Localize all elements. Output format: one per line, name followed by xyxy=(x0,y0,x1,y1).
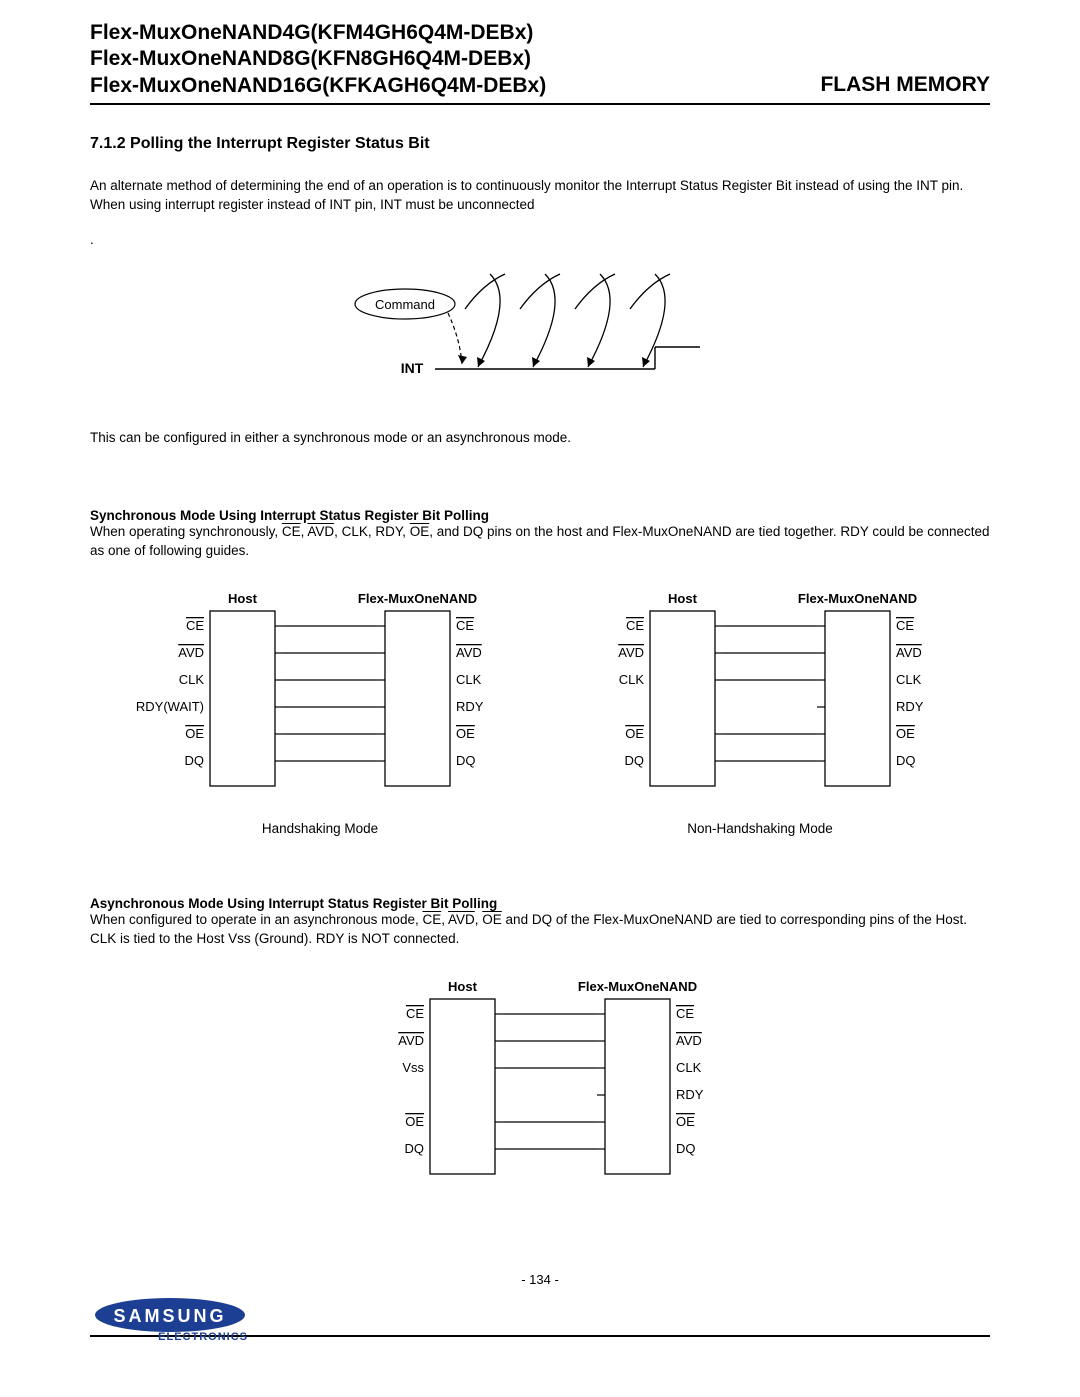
async-text: When configured to operate in an asynchr… xyxy=(90,911,990,949)
svg-text:OE: OE xyxy=(456,726,475,741)
svg-text:OE: OE xyxy=(185,726,204,741)
sync-oe: OE xyxy=(410,524,430,539)
after-diagram-text: This can be configured in either a synch… xyxy=(90,429,990,448)
handshaking-block: Host Flex-MuxOneNAND CE AVD CLK RDY(WAIT) OE DQ… xyxy=(130,591,510,836)
svg-text:RDY(WAIT): RDY(WAIT) xyxy=(136,699,204,714)
product-line-1: Flex-MuxOneNAND4G(KFM4GH6Q4M-DEBx) xyxy=(90,20,546,46)
sync-title: Synchronous Mode Using Interrupt Status … xyxy=(90,508,990,523)
samsung-logo: SAMSUNG ELECTRONICS xyxy=(90,1297,260,1347)
product-titles: Flex-MuxOneNAND4G(KFM4GH6Q4M-DEBx) Flex-… xyxy=(90,20,546,99)
svg-text:Flex-MuxOneNAND: Flex-MuxOneNAND xyxy=(358,591,477,606)
svg-text:CE: CE xyxy=(676,1006,694,1021)
svg-text:Host: Host xyxy=(448,979,478,994)
section-heading: Polling the Interrupt Register Status Bi… xyxy=(130,135,430,152)
logo-sub-text: ELECTRONICS xyxy=(158,1331,248,1342)
svg-text:CLK: CLK xyxy=(619,672,645,687)
svg-text:AVD: AVD xyxy=(178,645,204,660)
non-handshaking-caption: Non-Handshaking Mode xyxy=(687,821,833,836)
svg-text:Host: Host xyxy=(228,591,258,606)
async-block: Host Flex-MuxOneNAND CE AVD Vss OE DQ CE AVD CLK R… xyxy=(350,979,730,1189)
stray-period: . xyxy=(90,231,990,250)
sync-ce: CE xyxy=(282,524,301,539)
svg-text:DQ: DQ xyxy=(896,753,916,768)
int-label: INT xyxy=(401,360,424,376)
svg-text:AVD: AVD xyxy=(618,645,644,660)
svg-text:CE: CE xyxy=(406,1006,424,1021)
svg-text:CLK: CLK xyxy=(456,672,482,687)
svg-text:DQ: DQ xyxy=(405,1141,425,1156)
sync-text-mid: , CLK, RDY, xyxy=(334,524,410,539)
svg-text:Flex-MuxOneNAND: Flex-MuxOneNAND xyxy=(578,979,697,994)
handshaking-caption: Handshaking Mode xyxy=(262,821,378,836)
page-header: Flex-MuxOneNAND4G(KFM4GH6Q4M-DEBx) Flex-… xyxy=(90,20,990,105)
svg-text:OE: OE xyxy=(676,1114,695,1129)
async-diagram: Host Flex-MuxOneNAND CE AVD Vss OE DQ CE AVD CLK R… xyxy=(350,979,730,1189)
async-connection-diagram-wrap: Host Flex-MuxOneNAND CE AVD Vss OE DQ CE AVD CLK R… xyxy=(90,979,990,1189)
page-number: - 134 - xyxy=(90,1272,990,1287)
sync-avd: AVD xyxy=(307,524,334,539)
svg-text:AVD: AVD xyxy=(896,645,922,660)
category-label: FLASH MEMORY xyxy=(820,73,990,99)
async-oe: OE xyxy=(482,912,502,927)
async-avd: AVD xyxy=(448,912,475,927)
svg-text:OE: OE xyxy=(896,726,915,741)
svg-text:AVD: AVD xyxy=(676,1033,702,1048)
non-handshaking-diagram: Host Flex-MuxOneNAND CE AVD CLK OE DQ CE AVD CLK R… xyxy=(570,591,950,801)
svg-text:CLK: CLK xyxy=(896,672,922,687)
handshaking-diagram: Host Flex-MuxOneNAND CE AVD CLK RDY(WAIT) OE DQ… xyxy=(130,591,510,801)
svg-text:Vss: Vss xyxy=(402,1060,424,1075)
svg-text:AVD: AVD xyxy=(456,645,482,660)
svg-text:CE: CE xyxy=(896,618,914,633)
svg-text:RDY: RDY xyxy=(676,1087,704,1102)
product-line-2: Flex-MuxOneNAND8G(KFN8GH6Q4M-DEBx) xyxy=(90,46,546,72)
intro-paragraph-2: When using interrupt register instead of… xyxy=(90,196,990,215)
svg-text:CE: CE xyxy=(626,618,644,633)
svg-text:CE: CE xyxy=(456,618,474,633)
timing-diagram-svg: Command xyxy=(340,269,740,409)
non-handshaking-block: Host Flex-MuxOneNAND CE AVD CLK OE DQ CE AVD CLK R… xyxy=(570,591,950,836)
svg-text:RDY: RDY xyxy=(896,699,924,714)
logo-main-text: SAMSUNG xyxy=(113,1306,226,1326)
page-footer: - 134 - SAMSUNG ELECTRONICS xyxy=(90,1335,990,1357)
svg-text:OE: OE xyxy=(405,1114,424,1129)
product-line-3: Flex-MuxOneNAND16G(KFKAGH6Q4M-DEBx) xyxy=(90,73,546,99)
section-number: 7.1.2 xyxy=(90,135,126,152)
async-text-prefix: When configured to operate in an asynchr… xyxy=(90,912,422,927)
intro-paragraph-1: An alternate method of determining the e… xyxy=(90,177,990,196)
svg-text:DQ: DQ xyxy=(456,753,476,768)
command-label: Command xyxy=(375,297,435,312)
svg-text:Host: Host xyxy=(668,591,698,606)
svg-text:OE: OE xyxy=(625,726,644,741)
async-title: Asynchronous Mode Using Interrupt Status… xyxy=(90,896,990,911)
svg-text:RDY: RDY xyxy=(456,699,484,714)
svg-text:DQ: DQ xyxy=(676,1141,696,1156)
sync-text-prefix: When operating synchronously, xyxy=(90,524,282,539)
svg-text:CE: CE xyxy=(186,618,204,633)
section-title: 7.1.2 Polling the Interrupt Register Sta… xyxy=(90,135,990,153)
sync-text: When operating synchronously, CE, AVD, C… xyxy=(90,523,990,561)
svg-text:CLK: CLK xyxy=(676,1060,702,1075)
svg-text:DQ: DQ xyxy=(625,753,645,768)
svg-text:DQ: DQ xyxy=(185,753,205,768)
async-ce: CE xyxy=(422,912,441,927)
svg-text:AVD: AVD xyxy=(398,1033,424,1048)
sync-connection-diagrams: Host Flex-MuxOneNAND CE AVD CLK RDY(WAIT) OE DQ… xyxy=(90,591,990,836)
svg-text:Flex-MuxOneNAND: Flex-MuxOneNAND xyxy=(798,591,917,606)
svg-text:CLK: CLK xyxy=(179,672,205,687)
timing-diagram: Command xyxy=(90,269,990,409)
